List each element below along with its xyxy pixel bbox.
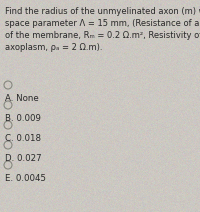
Text: Find the radius of the unmyelinated axon (m) with
space parameter Λ = 15 mm, (Re: Find the radius of the unmyelinated axon… — [5, 7, 200, 52]
Text: E. 0.0045: E. 0.0045 — [5, 174, 46, 183]
Text: D. 0.027: D. 0.027 — [5, 154, 42, 163]
Text: A. None: A. None — [5, 94, 39, 103]
Text: B. 0.009: B. 0.009 — [5, 114, 41, 123]
Text: C. 0.018: C. 0.018 — [5, 134, 41, 143]
